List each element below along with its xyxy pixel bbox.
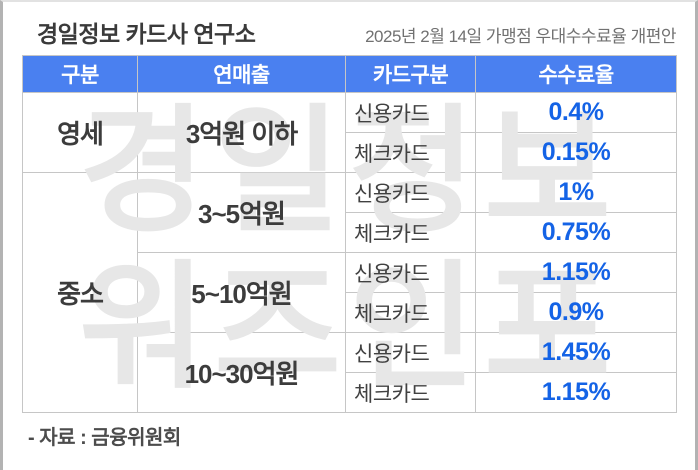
card-type-label: 체크카드	[354, 302, 430, 326]
card-type-label: 체크카드	[354, 382, 430, 406]
table-row: 체크카드 0.75%	[23, 212, 677, 253]
rate-cell: 1.15%	[475, 252, 677, 293]
page-title: 경일정보 카드사 연구소	[37, 21, 256, 47]
page-subtitle: 2025년 2월 14일 가맹점 우대수수료율 개편안	[365, 27, 676, 46]
rate-value: 0.15%	[541, 138, 611, 166]
rate-value: 0.9%	[548, 298, 604, 326]
revenue-label: 3억원 이하	[185, 119, 298, 149]
table-row: 영세 3억원 이하 신용카드 0.4%	[22, 92, 677, 173]
table-row: 10~30억원 신용카드 1.45%	[23, 332, 677, 413]
rate-cell: 0.15%	[475, 132, 677, 173]
rate-cell: 0.4%	[475, 92, 677, 133]
rate-value: 1.15%	[541, 378, 611, 406]
col-header-revenue: 연매출	[137, 55, 346, 93]
fee-table-body: 영세 3억원 이하 신용카드 0.4% 체크카드 0.15% 중소 3~5억원 …	[22, 92, 677, 413]
revenue-cell: 5~10억원	[137, 252, 346, 333]
col-header-card-type: 카드구분	[345, 55, 476, 93]
table-row: 체크카드 1.15%	[23, 372, 677, 413]
fee-table: 구분 연매출 카드구분 수수료율 영세 3억원 이하 신용카드 0.4% 체크카…	[22, 55, 677, 413]
card-type-label: 신용카드	[354, 182, 430, 206]
column-header-label: 연매출	[213, 64, 270, 87]
revenue-cell: 3~5억원	[137, 172, 346, 253]
rate-cell: 1.15%	[475, 372, 677, 413]
card-type-cell: 체크카드	[345, 292, 476, 333]
revenue-cell: 3억원 이하	[137, 92, 346, 173]
category-cell-jungso: 중소	[22, 172, 138, 413]
rate-value: 0.75%	[541, 218, 611, 246]
card-type-cell: 신용카드	[345, 332, 476, 373]
card-type-cell: 신용카드	[345, 172, 476, 213]
card-type-label: 신용카드	[354, 342, 430, 366]
revenue-cell: 10~30억원	[137, 332, 346, 413]
rate-value: 0.4%	[548, 98, 604, 126]
card-type-label: 체크카드	[354, 142, 430, 166]
rate-value: 1%	[558, 178, 594, 206]
card-type-label: 신용카드	[354, 262, 430, 286]
category-label: 영세	[57, 119, 104, 149]
revenue-label: 5~10억원	[191, 279, 292, 309]
card-type-label: 신용카드	[354, 102, 430, 126]
rate-value: 1.45%	[541, 338, 611, 366]
fee-table-header: 구분 연매출 카드구분 수수료율	[22, 55, 677, 93]
card-type-cell: 신용카드	[345, 252, 476, 293]
table-row: 체크카드 0.15%	[23, 132, 677, 173]
header-row: 구분 연매출 카드구분 수수료율	[22, 55, 677, 93]
revenue-label: 3~5억원	[198, 199, 286, 229]
card-type-cell: 체크카드	[345, 372, 476, 413]
category-cell-yeongse: 영세	[22, 92, 138, 173]
rate-value: 1.15%	[541, 258, 611, 286]
category-label: 중소	[57, 279, 104, 309]
card-type-cell: 체크카드	[345, 212, 476, 253]
column-header-label: 카드구분	[372, 64, 449, 87]
card-type-cell: 체크카드	[345, 132, 476, 173]
rate-cell: 0.9%	[475, 292, 677, 333]
card-type-cell: 신용카드	[345, 92, 476, 133]
card-type-label: 체크카드	[354, 222, 430, 246]
rate-cell: 1%	[475, 172, 677, 213]
col-header-rate: 수수료율	[475, 55, 677, 93]
rate-cell: 0.75%	[475, 212, 677, 253]
column-header-label: 구분	[61, 64, 99, 87]
source-note: - 자료 : 금융위원회	[28, 427, 181, 449]
revenue-label: 10~30억원	[184, 359, 300, 389]
rate-cell: 1.45%	[475, 332, 677, 373]
table-row: 중소 3~5억원 신용카드 1%	[22, 172, 677, 413]
column-header-label: 수수료율	[538, 64, 614, 87]
col-header-category: 구분	[22, 55, 138, 93]
